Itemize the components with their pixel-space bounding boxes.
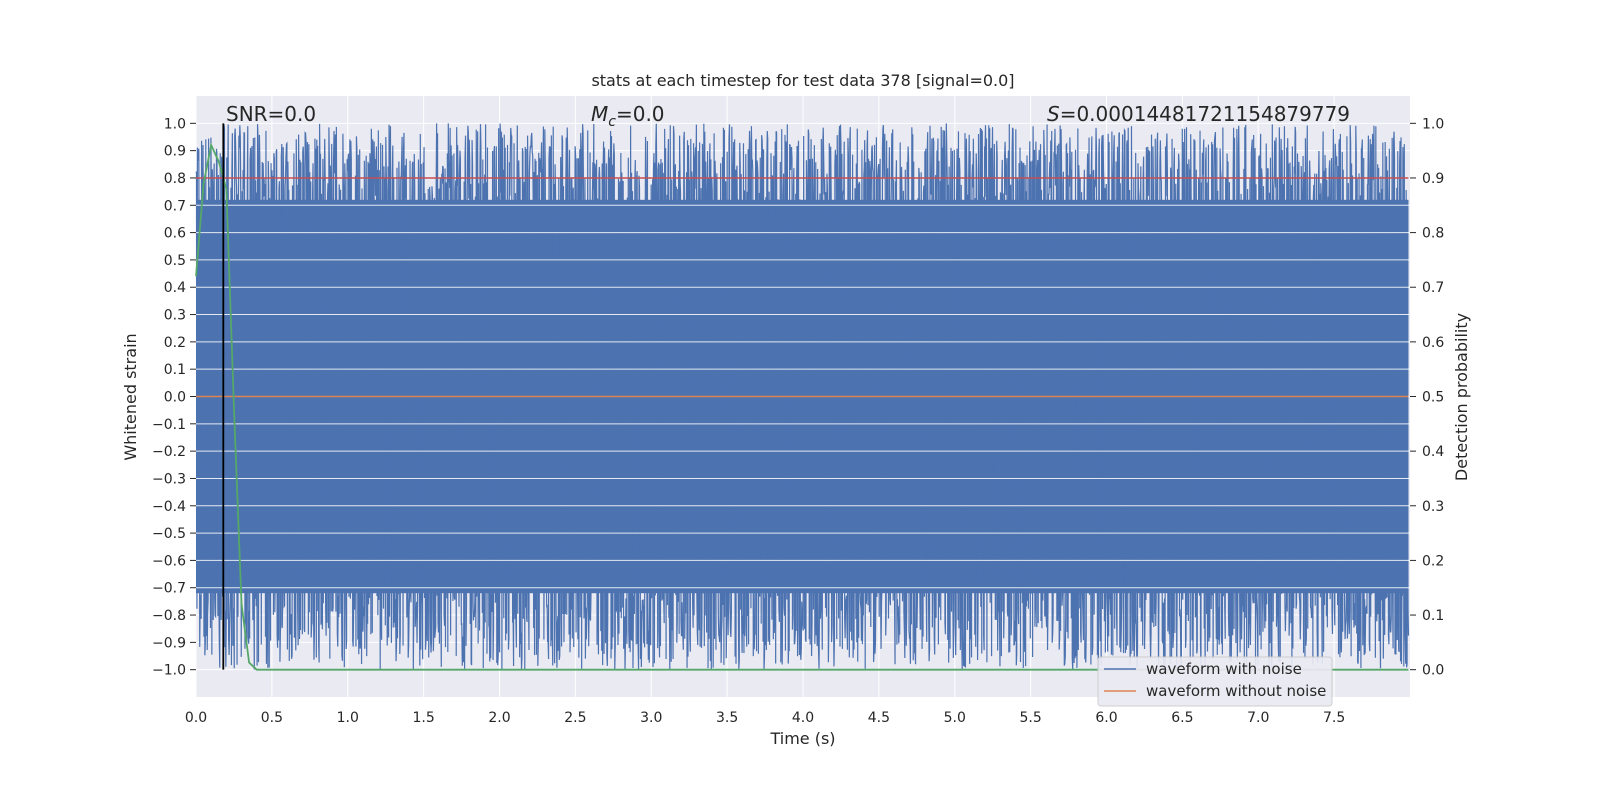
x-tick-label: 4.5: [868, 710, 890, 726]
legend-label-noise: waveform with noise: [1146, 660, 1302, 678]
y-left-tick-label: −0.9: [152, 635, 186, 651]
y-right-tick-label: 0.4: [1422, 444, 1444, 460]
x-tick-label: 2.0: [488, 710, 510, 726]
detection-probability-line: [195, 142, 1409, 671]
y-left-tick-label: 0.8: [164, 171, 186, 187]
y-left-tick-label: −0.3: [152, 471, 186, 487]
x-tick-label: 3.5: [716, 710, 738, 726]
x-tick-label: 2.5: [564, 710, 586, 726]
legend: waveform with noise waveform without noi…: [1097, 656, 1333, 707]
chart-title: stats at each timestep for test data 378…: [591, 71, 1014, 90]
s-value: =0.00014481721154879779: [1060, 102, 1350, 126]
x-tick-label: 5.0: [944, 710, 966, 726]
x-tick-label: 6.0: [1095, 710, 1117, 726]
y-right-tick-label: 0.3: [1422, 499, 1444, 515]
y-left-tick-label: −0.8: [152, 608, 186, 624]
snr-annotation: SNR=0.0: [226, 102, 316, 126]
y-left-tick-label: 0.0: [164, 390, 186, 406]
y-left-tick-label: 0.7: [164, 198, 186, 214]
x-tick-label: 1.5: [412, 710, 434, 726]
y-left-tick-label: 1.0: [164, 116, 186, 132]
mc-annotation: Mc=0.0: [591, 102, 665, 130]
mc-value: =0.0: [616, 102, 665, 126]
y-left-tick-label: −0.4: [152, 499, 186, 515]
y-right-tick-label: 0.0: [1422, 663, 1444, 679]
s-symbol: S: [1047, 102, 1060, 126]
y-left-tick-label: 0.5: [164, 253, 186, 269]
x-axis-label: Time (s): [769, 729, 835, 748]
y-left-tick-label: 0.1: [164, 362, 186, 378]
x-tick-label: 4.0: [792, 710, 814, 726]
y-right-tick-label: 0.9: [1422, 171, 1444, 187]
legend-label-clean: waveform without noise: [1146, 682, 1326, 700]
line-layer: [195, 123, 1409, 671]
x-tick-label: 3.0: [640, 710, 662, 726]
mc-symbol: M: [591, 102, 608, 126]
y-left-tick-label: 0.6: [164, 226, 186, 242]
x-tick-label: 0.0: [185, 710, 207, 726]
y-axis-label-left: Whitened strain: [121, 333, 140, 460]
mc-subscript: c: [608, 114, 616, 130]
y-left-tick-label: −0.6: [152, 553, 186, 569]
x-tick-label: 0.5: [261, 710, 283, 726]
x-tick-label: 5.5: [1019, 710, 1041, 726]
y-left-tick-label: 0.2: [164, 335, 186, 351]
y-left-tick-label: 0.4: [164, 280, 186, 296]
y-axis-label-right: Detection probability: [1452, 313, 1471, 481]
y-right-tick-label: 0.2: [1422, 553, 1444, 569]
y-left-tick-label: −0.2: [152, 444, 186, 460]
legend-box: [1097, 656, 1333, 707]
x-tick-label: 7.0: [1247, 710, 1269, 726]
y-right-tick-label: 0.1: [1422, 608, 1444, 624]
y-left-tick-label: −0.1: [152, 417, 186, 433]
y-right-tick-label: 0.6: [1422, 335, 1444, 351]
noise-waveform-line: [195, 123, 1410, 670]
y-left-tick-label: 0.3: [164, 308, 186, 324]
y-right-tick-label: 0.8: [1422, 226, 1444, 242]
y-right-tick-label: 1.0: [1422, 116, 1444, 132]
y-left-tick-label: −1.0: [152, 663, 186, 679]
y-right-tick-label: 0.5: [1422, 390, 1444, 406]
s-annotation: S=0.00014481721154879779: [1047, 102, 1350, 126]
x-tick-label: 7.5: [1323, 710, 1345, 726]
y-left-tick-label: −0.5: [152, 526, 186, 542]
y-left-tick-label: −0.7: [152, 581, 186, 597]
x-tick-label: 1.0: [337, 710, 359, 726]
y-left-tick-label: 0.9: [164, 144, 186, 160]
tick-label-layer: 0.0 0.5 1.0 1.5 2.0 2.5 3.0 3.5 4.0 4.5 5.0 5.5 6.0 6…: [152, 116, 1444, 726]
y-right-tick-label: 0.7: [1422, 280, 1444, 296]
x-tick-label: 6.5: [1171, 710, 1193, 726]
